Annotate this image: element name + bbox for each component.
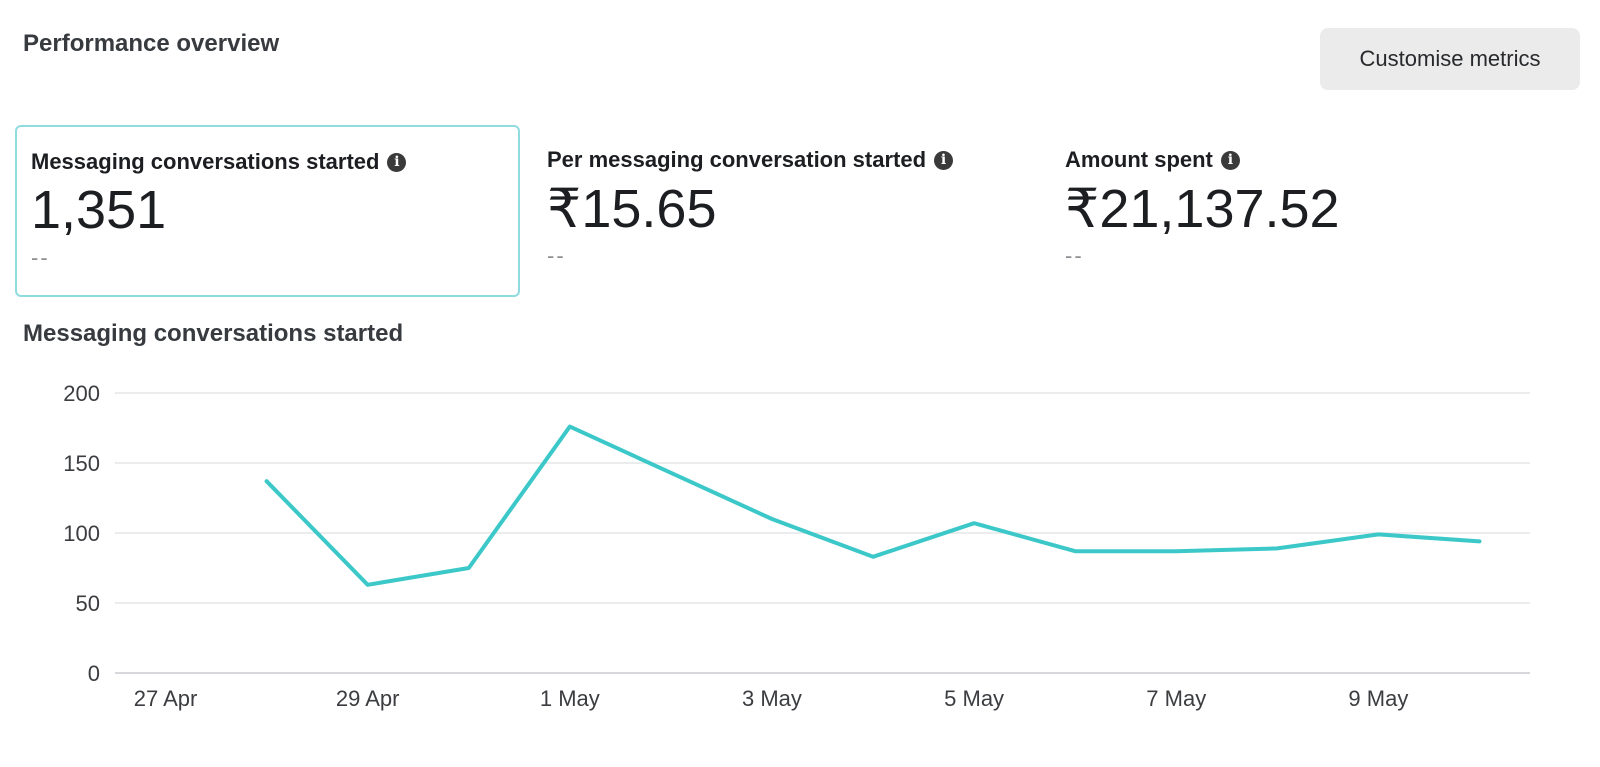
x-tick-label: 1 May (540, 686, 600, 711)
y-tick-label: 0 (88, 661, 100, 686)
chart-title: Messaging conversations started (23, 320, 404, 347)
info-icon[interactable]: i (387, 152, 407, 172)
x-tick-label: 27 Apr (134, 686, 198, 711)
metric-card-conversations[interactable]: Messaging conversations started i 1,351 … (15, 125, 520, 297)
x-tick-label: 7 May (1146, 686, 1206, 711)
metric-label: Per messaging conversation started (547, 147, 927, 172)
line-chart: 0 50 100 150 200 27 Apr 29 Apr 1 May 3 May 5 May 7… (63, 381, 1530, 711)
metric-card-amount-spent[interactable]: Amount spent i ₹21,137.52 -- (1051, 125, 1556, 297)
metric-card-cost-per-conversation[interactable]: Per messaging conversation started i ₹15… (533, 125, 1038, 297)
x-tick-label: 29 Apr (336, 686, 400, 711)
metric-label: Messaging conversations started (31, 149, 380, 174)
x-tick-label: 9 May (1348, 686, 1408, 711)
metric-label: Amount spent (1065, 147, 1213, 172)
metric-delta: -- (547, 243, 566, 268)
metric-value: 1,351 (31, 180, 167, 240)
metric-delta: -- (1065, 243, 1084, 268)
series-line (264, 424, 1482, 587)
page-title: Performance overview (23, 30, 280, 57)
info-icon[interactable]: i (1220, 150, 1240, 170)
metric-value: ₹15.65 (547, 179, 717, 239)
x-tick-label: 5 May (944, 686, 1004, 711)
x-tick-label: 3 May (742, 686, 802, 711)
info-icon[interactable]: i (934, 150, 954, 170)
y-tick-label: 200 (63, 381, 100, 406)
y-tick-label: 50 (76, 591, 100, 616)
y-tick-label: 150 (63, 451, 100, 476)
metric-delta: -- (31, 245, 50, 270)
y-tick-label: 100 (63, 521, 100, 546)
customise-metrics-button[interactable]: Customise metrics (1320, 28, 1580, 90)
metric-value: ₹21,137.52 (1065, 179, 1340, 239)
